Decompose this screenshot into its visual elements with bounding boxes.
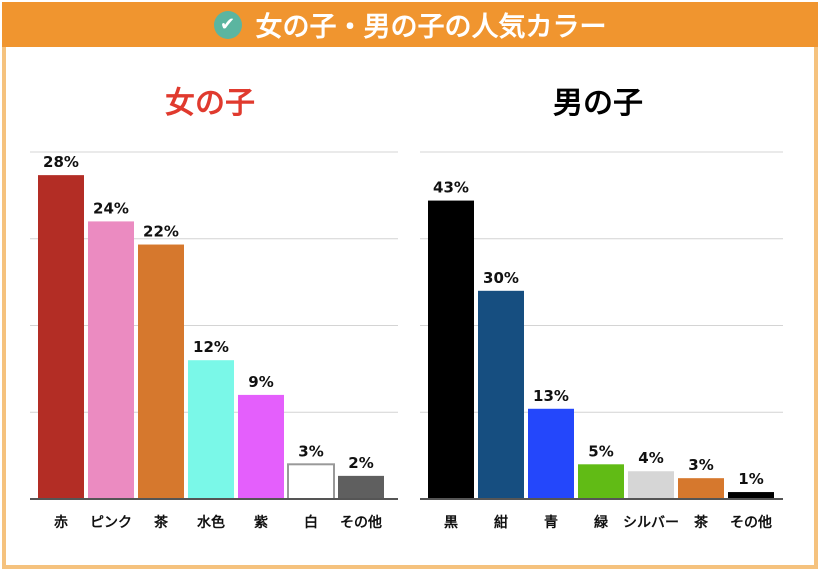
category-label: 白 xyxy=(304,514,318,531)
bar xyxy=(88,221,134,499)
category-label: 緑 xyxy=(594,514,609,531)
category-label: その他 xyxy=(340,514,382,531)
data-label: 43% xyxy=(433,179,469,197)
bar xyxy=(188,360,234,499)
data-label: 30% xyxy=(483,269,519,287)
data-label: 3% xyxy=(688,456,713,474)
bar xyxy=(478,290,524,499)
bar xyxy=(38,175,84,499)
category-label: 紫 xyxy=(254,514,268,531)
data-label: 5% xyxy=(588,442,613,460)
category-label: 水色 xyxy=(197,514,225,531)
data-label: 2% xyxy=(348,454,373,472)
category-label: 赤 xyxy=(54,515,68,531)
bar xyxy=(138,244,184,499)
bar xyxy=(428,200,474,499)
bar xyxy=(238,394,284,499)
category-label: 紺 xyxy=(494,514,508,531)
header-title: 女の子・男の子の人気カラー xyxy=(255,12,607,43)
boys-chart-title: 男の子 xyxy=(553,86,643,121)
data-label: 13% xyxy=(533,387,569,405)
category-label: 黒 xyxy=(444,515,458,531)
category-label: 茶 xyxy=(693,514,709,531)
bar xyxy=(678,478,724,499)
category-label: 青 xyxy=(544,514,558,531)
bar xyxy=(728,492,774,499)
bar xyxy=(578,464,624,499)
header-banner: ✔ 女の子・男の子の人気カラー xyxy=(2,2,818,47)
bar xyxy=(287,463,335,500)
data-label: 12% xyxy=(193,338,229,356)
category-label: 茶 xyxy=(153,514,169,531)
data-label: 24% xyxy=(93,199,129,217)
category-label: シルバー xyxy=(623,515,679,531)
data-label: 9% xyxy=(248,373,273,391)
data-label: 22% xyxy=(143,223,179,241)
data-label: 28% xyxy=(43,153,79,171)
category-label: ピンク xyxy=(90,515,132,531)
data-label: 3% xyxy=(298,442,323,460)
data-label: 4% xyxy=(638,449,663,467)
bar xyxy=(528,408,574,499)
girls-chart-title: 女の子 xyxy=(165,86,255,121)
category-label: その他 xyxy=(730,514,772,531)
data-label: 1% xyxy=(738,470,763,488)
bar xyxy=(338,475,384,499)
check-circle-icon: ✔ xyxy=(213,10,242,39)
bar xyxy=(628,471,674,499)
